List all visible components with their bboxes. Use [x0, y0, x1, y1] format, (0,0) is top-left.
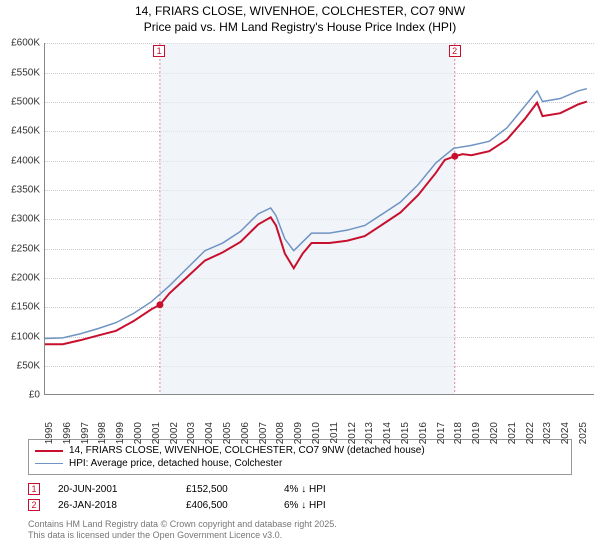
marker-number-box: 2: [449, 45, 461, 57]
legend-label: 14, FRIARS CLOSE, WIVENHOE, COLCHESTER, …: [69, 445, 425, 456]
legend-swatch-price-paid: [35, 450, 63, 452]
x-tick-label: 1997: [80, 422, 91, 444]
y-tick-label: £0: [29, 390, 40, 401]
x-tick-label: 2023: [542, 422, 553, 444]
x-axis: 1995199619971998199920002001200220032004…: [44, 395, 594, 435]
y-tick-label: £550K: [11, 67, 40, 78]
x-tick-label: 2016: [418, 422, 429, 444]
x-tick-label: 2004: [204, 422, 215, 444]
y-tick-label: £450K: [11, 126, 40, 137]
x-tick-label: 2011: [329, 422, 340, 444]
x-tick-label: 2002: [169, 422, 180, 444]
y-tick-label: £100K: [11, 331, 40, 342]
x-tick-label: 1999: [115, 422, 126, 444]
transaction-hpi-diff: 4% ↓ HPI: [284, 484, 326, 495]
y-tick-label: £150K: [11, 302, 40, 313]
chart-svg: [45, 43, 594, 394]
legend-label: HPI: Average price, detached house, Colc…: [69, 458, 282, 469]
attribution: Contains HM Land Registry data © Crown c…: [28, 519, 572, 542]
x-tick-label: 2021: [507, 422, 518, 444]
transaction-date: 20-JUN-2001: [58, 484, 168, 495]
x-tick-label: 2001: [151, 422, 162, 444]
transaction-hpi-diff: 6% ↓ HPI: [284, 500, 326, 511]
legend-item-hpi: HPI: Average price, detached house, Colc…: [35, 457, 565, 470]
x-tick-label: 2000: [133, 422, 144, 444]
y-tick-label: £200K: [11, 272, 40, 283]
x-tick-label: 2008: [275, 422, 286, 444]
x-tick-label: 1998: [97, 422, 108, 444]
legend: 14, FRIARS CLOSE, WIVENHOE, COLCHESTER, …: [28, 439, 572, 475]
y-tick-label: £600K: [11, 38, 40, 49]
x-tick-label: 2009: [293, 422, 304, 444]
transaction-marker-icon: 1: [28, 483, 40, 495]
marker-dot: [156, 301, 163, 308]
x-tick-label: 1996: [62, 422, 73, 444]
y-tick-label: £250K: [11, 243, 40, 254]
y-tick-label: £350K: [11, 184, 40, 195]
y-tick-label: £400K: [11, 155, 40, 166]
x-tick-label: 2010: [311, 422, 322, 444]
x-tick-label: 2003: [186, 422, 197, 444]
transaction-date: 26-JAN-2018: [58, 500, 168, 511]
x-tick-label: 2007: [258, 422, 269, 444]
x-tick-label: 1995: [44, 422, 55, 444]
legend-swatch-hpi: [35, 463, 63, 464]
plot-area: £0 £50K £100K £150K £200K £250K £300K £350K £400…: [0, 37, 600, 435]
x-tick-label: 2013: [364, 422, 375, 444]
attribution-line-1: Contains HM Land Registry data © Crown c…: [28, 519, 572, 530]
x-tick-label: 2022: [525, 422, 536, 444]
transaction-row: 2 26-JAN-2018 £406,500 6% ↓ HPI: [28, 497, 572, 513]
x-tick-label: 2006: [240, 422, 251, 444]
x-tick-label: 2005: [222, 422, 233, 444]
x-tick-label: 2019: [471, 422, 482, 444]
x-tick-label: 2017: [436, 422, 447, 444]
y-tick-label: £300K: [11, 214, 40, 225]
title-line-1: 14, FRIARS CLOSE, WIVENHOE, COLCHESTER, …: [0, 4, 600, 20]
x-tick-label: 2015: [400, 422, 411, 444]
attribution-line-2: This data is licensed under the Open Gov…: [28, 530, 572, 541]
chart-title: 14, FRIARS CLOSE, WIVENHOE, COLCHESTER, …: [0, 0, 600, 37]
x-tick-label: 2024: [560, 422, 571, 444]
y-tick-label: £500K: [11, 96, 40, 107]
x-tick-label: 2018: [453, 422, 464, 444]
marker-number-box: 1: [153, 45, 165, 57]
transaction-price: £152,500: [186, 484, 266, 495]
legend-item-price-paid: 14, FRIARS CLOSE, WIVENHOE, COLCHESTER, …: [35, 444, 565, 457]
price-chart: 14, FRIARS CLOSE, WIVENHOE, COLCHESTER, …: [0, 0, 600, 560]
grid-area: [44, 43, 594, 395]
y-tick-label: £50K: [17, 360, 40, 371]
transaction-row: 1 20-JUN-2001 £152,500 4% ↓ HPI: [28, 481, 572, 497]
transaction-period-shade: [160, 43, 455, 394]
x-tick-label: 2020: [489, 422, 500, 444]
marker-dot: [451, 153, 458, 160]
transaction-marker-icon: 2: [28, 499, 40, 511]
transactions-table: 1 20-JUN-2001 £152,500 4% ↓ HPI 2 26-JAN…: [28, 481, 572, 513]
x-tick-label: 2014: [382, 422, 393, 444]
x-tick-label: 2025: [578, 422, 589, 444]
title-line-2: Price paid vs. HM Land Registry's House …: [0, 20, 600, 36]
transaction-price: £406,500: [186, 500, 266, 511]
y-axis: £0 £50K £100K £150K £200K £250K £300K £350K £400…: [0, 37, 44, 435]
x-tick-label: 2012: [347, 422, 358, 444]
